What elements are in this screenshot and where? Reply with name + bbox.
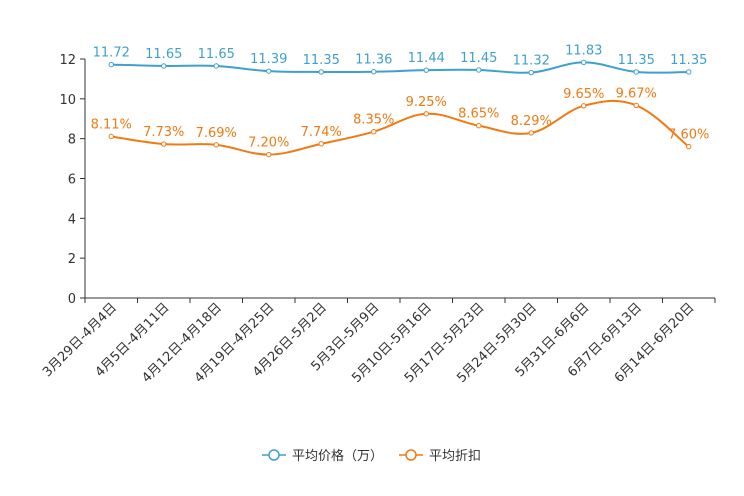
data-point[interactable] <box>633 102 639 109</box>
series-1: 8.11% 7.73% 7.69% 7.20% 7.74% 8.35% 9.25% 8.65%… <box>91 86 709 158</box>
data-point[interactable] <box>108 61 114 68</box>
legend-label: 平均价格（万） <box>292 448 383 464</box>
legend[interactable]: 平均价格（万） 平均折扣 <box>262 448 481 464</box>
x-axis: 3月29日-4月4日4月5日-4月11日4月12日-4月18日4月19日-4月2… <box>40 297 716 386</box>
data-label: 8.35% <box>353 113 394 128</box>
data-label: 7.20% <box>248 136 289 151</box>
data-point[interactable] <box>686 69 692 75</box>
legend-marker-icon <box>268 449 280 461</box>
y-tick-label: 2 <box>68 252 76 267</box>
data-point[interactable] <box>581 59 587 66</box>
data-point[interactable] <box>633 69 639 75</box>
y-tick-label: 4 <box>68 212 76 227</box>
data-point[interactable] <box>528 130 534 136</box>
data-label: 11.32 <box>513 54 550 69</box>
data-label: 8.65% <box>458 107 499 122</box>
data-label: 9.25% <box>406 95 447 110</box>
data-point[interactable] <box>213 142 219 148</box>
series-line <box>111 99 690 156</box>
legend-label: 平均折扣 <box>429 449 481 464</box>
data-point[interactable] <box>213 63 219 69</box>
data-label: 11.44 <box>408 51 445 66</box>
data-label: 8.29% <box>511 114 552 129</box>
data-point[interactable] <box>161 63 167 69</box>
data-point[interactable] <box>423 67 429 73</box>
data-label: 11.35 <box>670 53 707 68</box>
y-tick-label: 6 <box>68 173 76 188</box>
data-point[interactable] <box>266 151 272 158</box>
data-label: 7.74% <box>301 125 342 140</box>
data-point[interactable] <box>476 67 482 73</box>
data-label: 8.11% <box>91 117 132 132</box>
data-label: 7.69% <box>196 126 237 141</box>
data-label: 11.35 <box>618 53 655 68</box>
data-label: 7.73% <box>143 125 184 140</box>
data-label: 9.67% <box>616 86 657 101</box>
y-axis: 0 2 4 6 8 10 12 <box>59 53 86 307</box>
data-label: 11.45 <box>460 51 497 66</box>
data-point[interactable] <box>318 141 324 147</box>
data-label: 11.36 <box>355 53 392 68</box>
data-point[interactable] <box>161 141 167 147</box>
series-layer: 11.72 11.65 11.65 11.39 11.35 11.36 11.44 11.45… <box>91 43 709 158</box>
data-label: 9.65% <box>563 87 604 102</box>
data-point[interactable] <box>266 68 272 74</box>
data-point[interactable] <box>108 133 114 140</box>
data-label: 11.65 <box>145 47 182 62</box>
data-label: 11.35 <box>303 53 340 68</box>
data-point[interactable] <box>318 69 324 75</box>
y-tick-label: 8 <box>68 133 76 148</box>
data-point[interactable] <box>476 123 482 129</box>
data-point[interactable] <box>423 111 429 117</box>
data-label: 11.83 <box>565 43 602 58</box>
series-line <box>111 61 689 74</box>
data-point[interactable] <box>371 128 377 135</box>
data-point[interactable] <box>371 69 377 75</box>
series-0: 11.72 11.65 11.65 11.39 11.35 11.36 11.44 11.45… <box>93 43 707 76</box>
legend-item-1[interactable]: 平均折扣 <box>399 449 481 464</box>
data-label: 11.65 <box>198 47 235 62</box>
data-point[interactable] <box>581 103 587 109</box>
data-point[interactable] <box>686 143 692 150</box>
legend-item-0[interactable]: 平均价格（万） <box>262 448 383 464</box>
data-point[interactable] <box>528 69 534 76</box>
data-label: 7.60% <box>668 128 709 143</box>
data-label: 11.39 <box>250 52 287 67</box>
y-tick-label: 10 <box>59 93 76 108</box>
y-tick-label: 12 <box>59 53 76 68</box>
data-label: 11.72 <box>93 46 130 61</box>
legend-marker-icon <box>405 449 417 461</box>
y-tick-label: 0 <box>68 292 76 307</box>
